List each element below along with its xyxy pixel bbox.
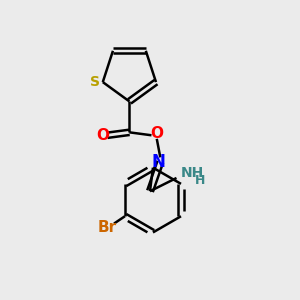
Text: S: S <box>89 75 100 89</box>
Text: NH: NH <box>181 166 204 180</box>
Text: H: H <box>195 174 206 188</box>
Text: O: O <box>97 128 110 143</box>
Text: O: O <box>150 126 163 141</box>
Text: N: N <box>152 153 166 171</box>
Text: Br: Br <box>98 220 117 235</box>
